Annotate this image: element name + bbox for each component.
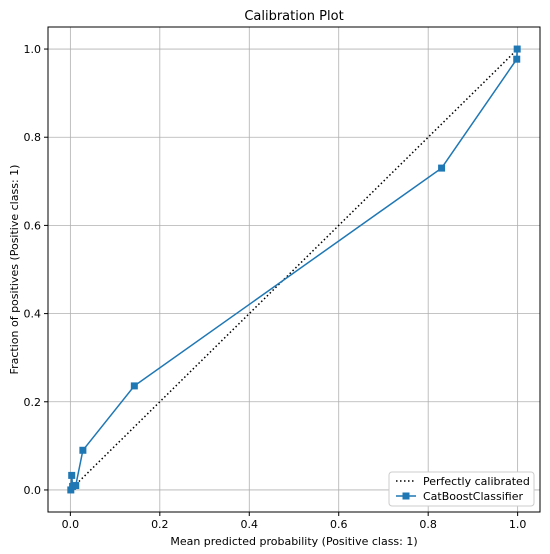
y-tick-label: 0.4 <box>24 308 42 321</box>
x-tick-label: 0.2 <box>151 518 169 531</box>
catboost-data-point <box>130 382 138 390</box>
y-tick-label: 0.0 <box>24 484 42 497</box>
catboost-data-point <box>72 482 80 490</box>
legend-label-perfect: Perfectly calibrated <box>423 475 530 488</box>
x-tick-label: 0.8 <box>419 518 437 531</box>
legend: Perfectly calibrated CatBoostClassifier <box>388 471 535 507</box>
chart-title: Calibration Plot <box>244 9 343 24</box>
catboost-data-point <box>513 45 521 53</box>
y-axis-label: Fraction of positives (Positive class: 1… <box>8 165 21 375</box>
x-tick-label: 1.0 <box>509 518 527 531</box>
x-tick-label: 0.6 <box>330 518 348 531</box>
catboost-data-point <box>513 55 521 63</box>
series-layer <box>67 45 521 494</box>
catboost-data-point <box>438 164 446 172</box>
catboost-data-point <box>67 486 75 494</box>
y-tick-label: 1.0 <box>24 43 42 56</box>
y-tick-label: 0.8 <box>24 131 42 144</box>
catboost-data-point <box>79 446 87 454</box>
axis-ticks: 0.0 0.2 0.4 0.6 0.8 1.0 0.0 0.2 0.4 0.6 0.8 1.0 <box>24 43 527 531</box>
x-tick-label: 0.4 <box>241 518 259 531</box>
y-tick-label: 0.2 <box>24 396 42 409</box>
y-tick-label: 0.6 <box>24 219 42 232</box>
x-axis-label: Mean predicted probability (Positive cla… <box>170 535 417 548</box>
legend-label-catboost: CatBoostClassifier <box>423 490 523 503</box>
legend-box <box>388 471 535 507</box>
x-tick-label: 0.0 <box>62 518 80 531</box>
perfect-calibration-line <box>69 48 519 491</box>
catboost-calibration-line <box>70 49 518 490</box>
grid-lines <box>48 27 540 512</box>
catboost-data-point <box>68 471 76 479</box>
plot-frame <box>47 26 541 513</box>
legend-series-marker <box>402 492 410 500</box>
